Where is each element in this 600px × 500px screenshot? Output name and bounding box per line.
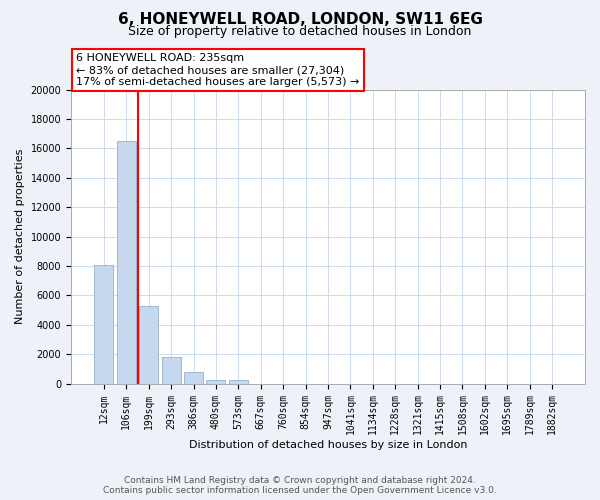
Text: Contains HM Land Registry data © Crown copyright and database right 2024.
Contai: Contains HM Land Registry data © Crown c…	[103, 476, 497, 495]
Y-axis label: Number of detached properties: Number of detached properties	[15, 149, 25, 324]
Bar	[229, 380, 248, 384]
Text: 6 HONEYWELL ROAD: 235sqm
← 83% of detached houses are smaller (27,304)
17% of se: 6 HONEYWELL ROAD: 235sqm ← 83% of detach…	[76, 54, 359, 86]
Bar	[94, 264, 113, 384]
Bar	[139, 306, 158, 384]
Text: Size of property relative to detached houses in London: Size of property relative to detached ho…	[128, 25, 472, 38]
Bar	[117, 141, 136, 384]
Bar	[161, 357, 181, 384]
Bar	[206, 380, 226, 384]
Bar	[184, 372, 203, 384]
Text: 6, HONEYWELL ROAD, LONDON, SW11 6EG: 6, HONEYWELL ROAD, LONDON, SW11 6EG	[118, 12, 482, 28]
X-axis label: Distribution of detached houses by size in London: Distribution of detached houses by size …	[189, 440, 467, 450]
